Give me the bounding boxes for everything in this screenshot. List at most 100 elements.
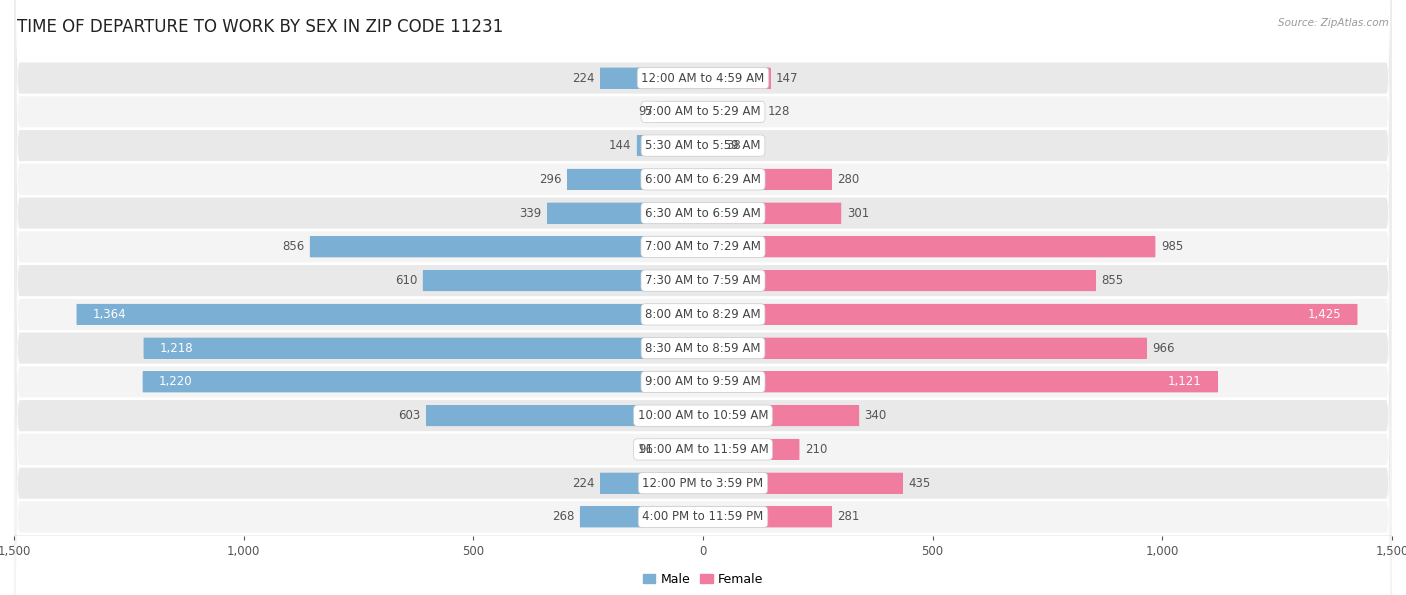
Bar [76, 304, 703, 325]
Bar [658, 101, 703, 123]
FancyBboxPatch shape [659, 439, 703, 460]
FancyBboxPatch shape [703, 169, 831, 190]
Text: 1,218: 1,218 [160, 342, 193, 355]
Text: 1,220: 1,220 [159, 375, 193, 389]
FancyBboxPatch shape [14, 0, 1392, 595]
Bar [703, 439, 800, 460]
Text: 224: 224 [572, 477, 595, 490]
Text: 5:30 AM to 5:59 AM: 5:30 AM to 5:59 AM [645, 139, 761, 152]
FancyBboxPatch shape [703, 203, 841, 224]
Text: 12:00 AM to 4:59 AM: 12:00 AM to 4:59 AM [641, 71, 765, 84]
FancyBboxPatch shape [703, 68, 770, 89]
Bar [143, 338, 703, 359]
Bar [703, 135, 720, 156]
Bar [703, 304, 1358, 325]
FancyBboxPatch shape [703, 236, 1156, 257]
Text: 128: 128 [768, 105, 790, 118]
Text: 8:00 AM to 8:29 AM: 8:00 AM to 8:29 AM [645, 308, 761, 321]
Text: 224: 224 [572, 71, 595, 84]
Text: 339: 339 [520, 206, 541, 220]
FancyBboxPatch shape [14, 0, 1392, 569]
Bar [703, 371, 1218, 392]
Bar [703, 203, 841, 224]
Text: 1,121: 1,121 [1168, 375, 1202, 389]
Bar [703, 338, 1147, 359]
Bar [600, 472, 703, 494]
FancyBboxPatch shape [14, 0, 1392, 595]
FancyBboxPatch shape [703, 506, 832, 527]
Text: 855: 855 [1101, 274, 1123, 287]
Text: 1,364: 1,364 [93, 308, 127, 321]
Text: 6:00 AM to 6:29 AM: 6:00 AM to 6:29 AM [645, 173, 761, 186]
Text: 280: 280 [837, 173, 859, 186]
Bar [703, 472, 903, 494]
Text: 11:00 AM to 11:59 AM: 11:00 AM to 11:59 AM [638, 443, 768, 456]
Text: 268: 268 [553, 511, 575, 524]
FancyBboxPatch shape [703, 405, 859, 426]
Bar [600, 68, 703, 89]
Text: 10:00 AM to 10:59 AM: 10:00 AM to 10:59 AM [638, 409, 768, 422]
FancyBboxPatch shape [703, 101, 762, 123]
Bar [703, 506, 832, 527]
Bar [703, 169, 831, 190]
Text: 12:00 PM to 3:59 PM: 12:00 PM to 3:59 PM [643, 477, 763, 490]
Text: 603: 603 [398, 409, 420, 422]
Text: 7:30 AM to 7:59 AM: 7:30 AM to 7:59 AM [645, 274, 761, 287]
Text: 966: 966 [1152, 342, 1174, 355]
Text: 296: 296 [538, 173, 561, 186]
FancyBboxPatch shape [143, 338, 703, 359]
FancyBboxPatch shape [658, 101, 703, 123]
FancyBboxPatch shape [14, 0, 1392, 502]
FancyBboxPatch shape [600, 472, 703, 494]
Text: 985: 985 [1161, 240, 1184, 253]
Bar [703, 68, 770, 89]
Bar [309, 236, 703, 257]
Bar [703, 270, 1095, 291]
Text: 856: 856 [283, 240, 304, 253]
FancyBboxPatch shape [703, 472, 903, 494]
Legend: Male, Female: Male, Female [638, 568, 768, 591]
FancyBboxPatch shape [703, 270, 1095, 291]
FancyBboxPatch shape [14, 0, 1392, 468]
Bar [703, 101, 762, 123]
Text: 340: 340 [865, 409, 887, 422]
FancyBboxPatch shape [547, 203, 703, 224]
Text: 281: 281 [838, 511, 860, 524]
FancyBboxPatch shape [14, 0, 1392, 595]
Bar [426, 405, 703, 426]
Text: 610: 610 [395, 274, 418, 287]
Text: 4:00 PM to 11:59 PM: 4:00 PM to 11:59 PM [643, 511, 763, 524]
FancyBboxPatch shape [14, 0, 1392, 535]
Text: Source: ZipAtlas.com: Source: ZipAtlas.com [1278, 18, 1389, 28]
Text: 97: 97 [638, 105, 652, 118]
Text: 435: 435 [908, 477, 931, 490]
Text: 7:00 AM to 7:29 AM: 7:00 AM to 7:29 AM [645, 240, 761, 253]
FancyBboxPatch shape [567, 169, 703, 190]
Bar [423, 270, 703, 291]
Bar [637, 135, 703, 156]
FancyBboxPatch shape [637, 135, 703, 156]
FancyBboxPatch shape [703, 338, 1147, 359]
Text: 8:30 AM to 8:59 AM: 8:30 AM to 8:59 AM [645, 342, 761, 355]
Text: 144: 144 [609, 139, 631, 152]
FancyBboxPatch shape [14, 93, 1392, 595]
Bar [703, 236, 1156, 257]
FancyBboxPatch shape [703, 304, 1358, 325]
FancyBboxPatch shape [423, 270, 703, 291]
FancyBboxPatch shape [14, 26, 1392, 595]
Text: 210: 210 [806, 443, 827, 456]
Text: 6:30 AM to 6:59 AM: 6:30 AM to 6:59 AM [645, 206, 761, 220]
Bar [703, 405, 859, 426]
Text: TIME OF DEPARTURE TO WORK BY SEX IN ZIP CODE 11231: TIME OF DEPARTURE TO WORK BY SEX IN ZIP … [17, 18, 503, 36]
Text: 301: 301 [846, 206, 869, 220]
FancyBboxPatch shape [14, 0, 1392, 595]
Bar [579, 506, 703, 527]
Bar [547, 203, 703, 224]
FancyBboxPatch shape [703, 135, 720, 156]
Bar [567, 169, 703, 190]
Text: 38: 38 [725, 139, 741, 152]
FancyBboxPatch shape [76, 304, 703, 325]
FancyBboxPatch shape [14, 127, 1392, 595]
FancyBboxPatch shape [14, 0, 1392, 595]
FancyBboxPatch shape [142, 371, 703, 392]
